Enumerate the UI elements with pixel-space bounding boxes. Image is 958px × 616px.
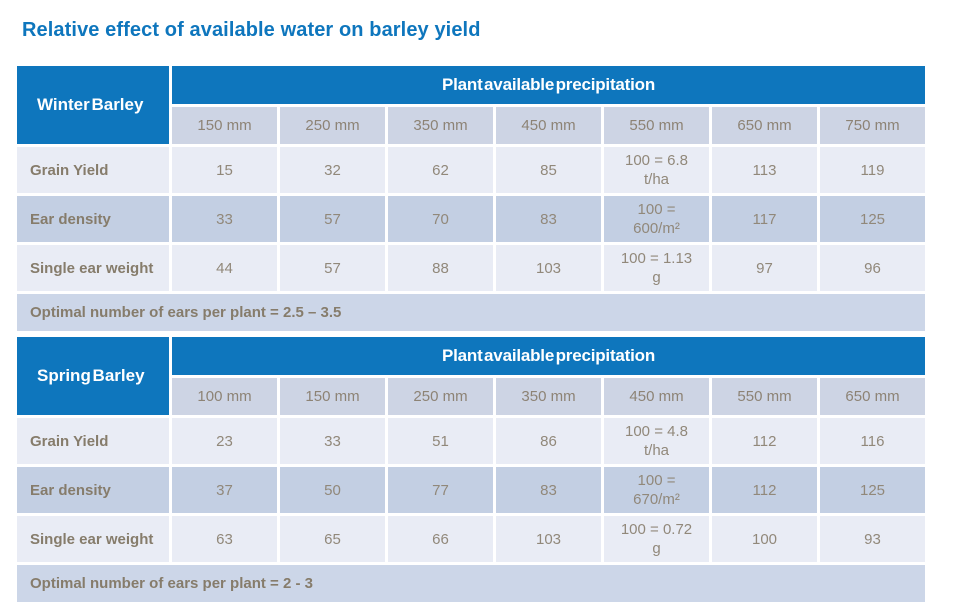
- value-cell: 100: [712, 516, 817, 562]
- value-cell: 23: [172, 418, 277, 464]
- row-label: Grain Yield: [17, 147, 169, 193]
- value-cell: 62: [388, 147, 493, 193]
- footer-note: Optimal number of ears per plant = 2.5 –…: [17, 294, 925, 331]
- value-cell: 100 = 0.72 g: [604, 516, 709, 562]
- value-cell: 116: [820, 418, 925, 464]
- value-cell: 70: [388, 196, 493, 242]
- column-header: 250 mm: [280, 107, 385, 144]
- column-header: 150 mm: [172, 107, 277, 144]
- value-cell: 51: [388, 418, 493, 464]
- row-label: Ear density: [17, 467, 169, 513]
- value-cell: 100 = 1.13 g: [604, 245, 709, 291]
- value-cell: 77: [388, 467, 493, 513]
- column-header: 550 mm: [712, 378, 817, 415]
- value-cell: 83: [496, 196, 601, 242]
- row-label: Ear density: [17, 196, 169, 242]
- value-cell: 125: [820, 467, 925, 513]
- value-cell: 97: [712, 245, 817, 291]
- band-header: Plant available precipitation: [172, 66, 925, 104]
- value-cell: 33: [172, 196, 277, 242]
- value-cell: 88: [388, 245, 493, 291]
- page-title: Relative effect of available water on ba…: [22, 19, 481, 41]
- footer-note: Optimal number of ears per plant = 2 - 3: [17, 565, 925, 602]
- column-header: 550 mm: [604, 107, 709, 144]
- value-cell: 85: [496, 147, 601, 193]
- value-cell: 100 = 6.8 t/ha: [604, 147, 709, 193]
- value-cell: 100 = 600/m²: [604, 196, 709, 242]
- column-header: 450 mm: [604, 378, 709, 415]
- column-header: 450 mm: [496, 107, 601, 144]
- value-cell: 83: [496, 467, 601, 513]
- value-cell: 125: [820, 196, 925, 242]
- value-cell: 57: [280, 245, 385, 291]
- group-label: Winter Barley: [17, 66, 169, 144]
- table-row: Single ear weight 63 65 66 103 100 = 0.72 g 10…: [17, 516, 925, 562]
- column-header: 250 mm: [388, 378, 493, 415]
- value-cell: 113: [712, 147, 817, 193]
- table-row: Grain Yield 15 32 62 85 100 = 6.8 t/ha 113 119: [17, 147, 925, 193]
- value-cell: 112: [712, 467, 817, 513]
- column-header: 750 mm: [820, 107, 925, 144]
- row-label: Single ear weight: [17, 245, 169, 291]
- value-cell: 50: [280, 467, 385, 513]
- column-header: 650 mm: [820, 378, 925, 415]
- value-cell: 57: [280, 196, 385, 242]
- row-label: Single ear weight: [17, 516, 169, 562]
- column-header: 100 mm: [172, 378, 277, 415]
- spring-barley-table: Spring Barley Plant available precipitati…: [14, 334, 928, 605]
- value-cell: 119: [820, 147, 925, 193]
- column-header: 650 mm: [712, 107, 817, 144]
- value-cell: 33: [280, 418, 385, 464]
- row-label: Grain Yield: [17, 418, 169, 464]
- column-header: 150 mm: [280, 378, 385, 415]
- table-row: Grain Yield 23 33 51 86 100 = 4.8 t/ha 112 116: [17, 418, 925, 464]
- value-cell: 32: [280, 147, 385, 193]
- table-row: Single ear weight 44 57 88 103 100 = 1.13 g 97…: [17, 245, 925, 291]
- value-cell: 100 = 4.8 t/ha: [604, 418, 709, 464]
- column-header: 350 mm: [388, 107, 493, 144]
- value-cell: 103: [496, 516, 601, 562]
- value-cell: 86: [496, 418, 601, 464]
- value-cell: 103: [496, 245, 601, 291]
- column-header: 350 mm: [496, 378, 601, 415]
- value-cell: 65: [280, 516, 385, 562]
- value-cell: 112: [712, 418, 817, 464]
- band-header: Plant available precipitation: [172, 337, 925, 375]
- table-row: Ear density 37 50 77 83 100 = 670/m² 112 125: [17, 467, 925, 513]
- value-cell: 100 = 670/m²: [604, 467, 709, 513]
- group-label: Spring Barley: [17, 337, 169, 415]
- table-row: Ear density 33 57 70 83 100 = 600/m² 117 125: [17, 196, 925, 242]
- value-cell: 37: [172, 467, 277, 513]
- value-cell: 96: [820, 245, 925, 291]
- value-cell: 44: [172, 245, 277, 291]
- winter-barley-table: Winter Barley Plant available precipitati…: [14, 63, 928, 334]
- value-cell: 63: [172, 516, 277, 562]
- value-cell: 93: [820, 516, 925, 562]
- value-cell: 117: [712, 196, 817, 242]
- value-cell: 15: [172, 147, 277, 193]
- value-cell: 66: [388, 516, 493, 562]
